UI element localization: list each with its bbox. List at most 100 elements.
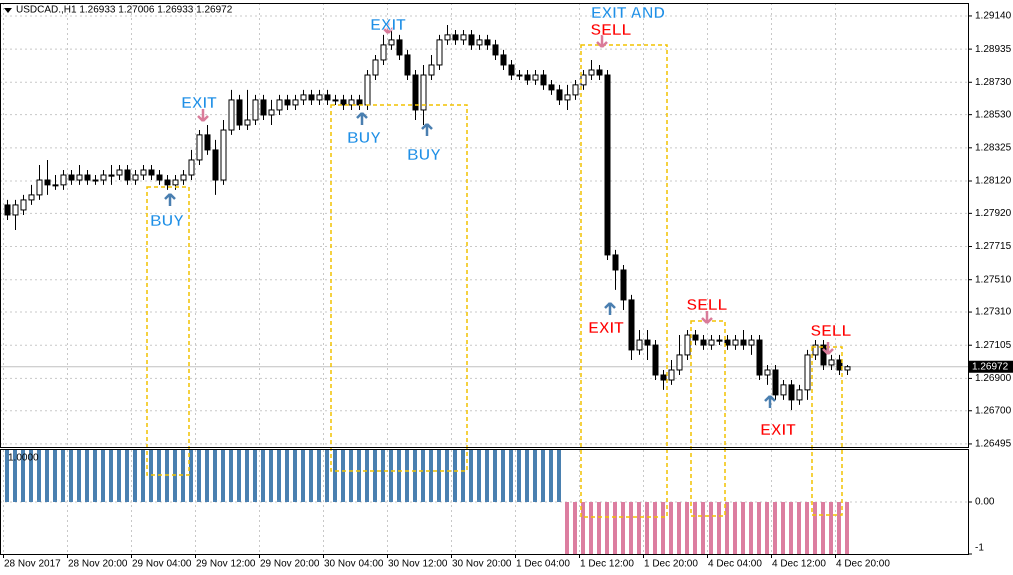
signal-label: BUY [347, 130, 381, 147]
candle-body [708, 339, 715, 346]
candle-body [60, 174, 67, 186]
indicator-bar [221, 450, 225, 502]
candle-body [108, 174, 115, 177]
signal-label: BUY [407, 147, 441, 164]
x-tick-label: 30 Nov 12:00 [388, 559, 448, 570]
indicator-bar [453, 450, 457, 502]
indicator-bar [189, 450, 193, 502]
candle-body [324, 94, 331, 101]
indicator-bar [373, 450, 377, 502]
indicator-bar [581, 502, 585, 554]
x-tick-label: 29 Nov 04:00 [132, 559, 192, 570]
x-tick-label: 29 Nov 20:00 [260, 559, 320, 570]
candle-body [564, 94, 571, 101]
candle-body [372, 59, 379, 76]
candle-body [132, 174, 139, 181]
indicator-bar [309, 450, 313, 502]
indicator-bar [229, 450, 233, 502]
indicator-bar [349, 450, 353, 502]
candle-body [52, 184, 59, 187]
buy-arrow [764, 395, 776, 408]
x-tick-label: 28 Nov 20:00 [68, 559, 128, 570]
candle-body [380, 44, 387, 61]
candle-body [228, 99, 235, 131]
y-tick-label: 1.27715 [975, 241, 1012, 252]
indicator-bar [317, 450, 321, 502]
indicator-bar [389, 450, 393, 502]
indicator-bar [157, 450, 161, 502]
candle-body [404, 54, 411, 76]
indicator-bar [789, 502, 793, 554]
indicator-bar [429, 450, 433, 502]
indicator-bar [141, 450, 145, 502]
buy-arrow [164, 193, 176, 206]
candle-body [796, 389, 803, 401]
candle-body [788, 384, 795, 401]
indicator-bar [485, 450, 489, 502]
candle-body [524, 74, 531, 81]
y-tick-label: 1.26700 [975, 405, 1012, 416]
candle-body [84, 174, 91, 181]
candle-body [652, 344, 659, 376]
candle-body [836, 359, 843, 371]
candle-body [660, 374, 667, 381]
signal-label: SELL [811, 323, 852, 340]
indicator-bar [261, 450, 265, 502]
indicator-bar [61, 450, 65, 502]
indicator-bar [357, 450, 361, 502]
candle-body [628, 299, 635, 351]
candle-body [676, 354, 683, 371]
indicator-bar [653, 502, 657, 554]
candle-body [820, 344, 827, 366]
candle-body [316, 94, 323, 101]
indicator-bar [365, 450, 369, 502]
candle-body [76, 174, 83, 181]
indicator-bar [45, 450, 49, 502]
indicator-bar [5, 450, 9, 502]
indicator-bar [669, 502, 673, 554]
x-tick-label: 4 Dec 20:00 [836, 559, 890, 570]
indicator-bar [557, 450, 561, 502]
indicator-bar [149, 450, 153, 502]
indicator-bar [53, 450, 57, 502]
menu-icon[interactable] [4, 8, 12, 13]
indicator-bar [469, 450, 473, 502]
candle-body [172, 179, 179, 186]
indicator-bar [645, 502, 649, 554]
indicator-bar [509, 450, 513, 502]
x-tick-label: 30 Nov 20:00 [452, 559, 512, 570]
candle-body [156, 174, 163, 181]
candle-body [444, 34, 451, 41]
indicator-bar [285, 450, 289, 502]
sell-arrow [197, 109, 209, 122]
candle-body [732, 339, 739, 346]
indicator-bar [269, 450, 273, 502]
y-tick-label: 1.28730 [975, 77, 1012, 88]
indicator-bar [77, 450, 81, 502]
indicator-bar [93, 450, 97, 502]
last-price-label: 1.26972 [972, 361, 1009, 372]
y-tick-label: 1.28530 [975, 109, 1012, 120]
indicator-bar [85, 450, 89, 502]
indicator-bar [413, 450, 417, 502]
indicator-bar [197, 450, 201, 502]
candle-body [748, 339, 755, 346]
candle-body [364, 74, 371, 106]
candle-body [340, 99, 347, 106]
indicator-bar [661, 502, 665, 554]
indicator-bar [629, 502, 633, 554]
candle-body [220, 129, 227, 181]
x-tick-label: 4 Dec 12:00 [772, 559, 826, 570]
candle-body [124, 169, 131, 181]
indicator-bar [517, 450, 521, 502]
candle-body [724, 339, 731, 346]
indicator-bar [173, 450, 177, 502]
y-tick-label: -1 [975, 543, 984, 554]
signal-label: EXIT [760, 422, 796, 439]
indicator-bar [701, 502, 705, 554]
candle-body [844, 366, 851, 371]
indicator-bar [493, 450, 497, 502]
indicator-bar [677, 502, 681, 554]
candle-body [572, 84, 579, 96]
indicator-bar [461, 450, 465, 502]
